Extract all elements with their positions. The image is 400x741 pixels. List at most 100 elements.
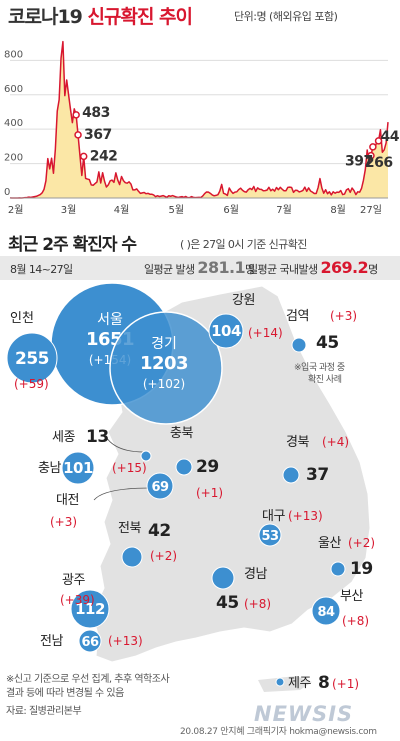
highlight-marker	[74, 131, 82, 139]
region-bubble	[211, 566, 235, 590]
region-name: 경남	[244, 567, 267, 582]
leader-line	[93, 487, 151, 501]
newsis-logo: NEWSIS	[254, 702, 354, 726]
region-value: 66	[81, 635, 99, 650]
region-value: 45	[316, 333, 339, 353]
region-bubble	[146, 472, 174, 500]
region-bubble	[208, 313, 244, 349]
region-change: (+8)	[342, 614, 369, 628]
highlight-label: 266	[365, 155, 393, 171]
x-tick-label: 7월	[276, 204, 292, 216]
region-change: (+14)	[248, 326, 283, 340]
region-change: (+1)	[332, 677, 359, 691]
region-bubble	[275, 677, 285, 687]
region-value: 53	[261, 529, 279, 544]
section-title: 최근 2주 확진자 수	[8, 235, 137, 255]
highlight-label: 242	[90, 148, 118, 164]
avg-total-label: 일평균 발생	[144, 263, 195, 276]
region-name: 세종	[52, 430, 75, 445]
region-change: (+102)	[143, 377, 185, 391]
trend-area-chart: 0 200 400 600 800 2월 3월 4월 5월 6월 7월 8월 27일 483 367 242 3…	[4, 40, 400, 216]
highlight-label: 397	[345, 154, 373, 170]
region-value: 104	[211, 322, 241, 340]
region-name: 울산	[318, 536, 341, 551]
region-name: 대전	[56, 493, 79, 508]
avg-total-value: 281.1	[197, 258, 246, 277]
region-bubble	[109, 311, 223, 425]
y-tick-label: 800	[4, 49, 23, 60]
average-bar	[0, 256, 400, 280]
region-name: 광주	[62, 573, 85, 588]
region-value: 29	[196, 457, 219, 477]
region-name: 대구	[262, 509, 285, 524]
highlight-label: 441	[381, 129, 400, 145]
region-change: (+8)	[244, 597, 271, 611]
region-name: 강원	[232, 293, 255, 308]
regional-bubble-map: 서울1651(+154)경기1203(+102)255인천(+59)104강원(…	[6, 282, 375, 693]
region-bubble	[311, 596, 341, 626]
period-label: 8월 14~27일	[10, 263, 73, 276]
region-bubble	[78, 629, 102, 653]
avg-domestic-label: 일평균 국내발생	[248, 263, 318, 276]
region-name: 인천	[10, 311, 34, 326]
region-bubble	[282, 466, 300, 484]
chart-title: 코로나19 신규확진 추이	[8, 2, 193, 29]
unit-note: 단위:명 (해외유입 포함)	[234, 10, 338, 23]
highlight-marker	[367, 151, 375, 160]
y-tick-label: 600	[4, 84, 23, 95]
region-name: 서울	[97, 312, 123, 328]
region-name: 전북	[118, 521, 141, 536]
credit-line: 20.08.27 안지혜 그래픽기자 hokma@newsis.com	[180, 727, 377, 737]
region-value: 1203	[140, 353, 188, 374]
region-change: (+4)	[322, 435, 349, 449]
region-name: 경기	[151, 336, 177, 352]
region-bubble	[330, 561, 346, 577]
region-bubble	[61, 451, 95, 485]
region-value: 45	[216, 593, 239, 613]
area-fill	[10, 41, 388, 198]
region-change: (+13)	[108, 634, 143, 648]
quarantine-note-line2: 확진 사례	[308, 375, 342, 385]
x-tick-label: 4월	[114, 204, 130, 216]
region-bubble	[140, 450, 152, 462]
region-name: 충북	[170, 426, 193, 441]
title-prefix: 코로나19	[8, 6, 83, 28]
region-value: 112	[75, 600, 105, 618]
daily-average-domestic: 일평균 국내발생 269.2명	[248, 258, 378, 277]
avg-domestic-unit: 명	[368, 263, 378, 276]
region-change: (+59)	[14, 377, 49, 391]
region-name: 충남	[38, 461, 61, 476]
region-value: 42	[148, 521, 171, 541]
region-value: 84	[317, 605, 335, 620]
jeju-shape	[258, 676, 312, 692]
region-bubble	[258, 523, 282, 547]
x-tick-label: 8월	[330, 204, 346, 216]
quarantine-note-line1: ※입국 과정 중	[294, 363, 345, 373]
highlight-label: 483	[82, 105, 110, 121]
region-change: (+1)	[196, 486, 223, 500]
source-label: 자료: 질병관리본부	[6, 706, 82, 717]
y-tick-label: 0	[4, 187, 10, 198]
region-value: 8	[318, 673, 329, 693]
highlight-marker	[79, 152, 88, 161]
region-value: 13	[86, 427, 109, 447]
region-name: 경북	[286, 435, 309, 450]
footnote-line2: 결과 등에 따라 변경될 수 있음	[6, 688, 124, 699]
footnote-line1: ※신고 기준으로 우선 집계, 추후 역학조사	[6, 674, 170, 685]
region-value: 69	[151, 480, 169, 495]
region-name: 검역	[286, 309, 309, 324]
region-name: 부산	[340, 589, 363, 604]
region-change: (+13)	[288, 509, 323, 523]
daily-average-total: 일평균 발생 281.1명	[144, 258, 255, 277]
x-tick-label: 6월	[223, 204, 239, 216]
region-change: (+2)	[150, 549, 177, 563]
region-change: (+3)	[330, 309, 357, 323]
region-value: 19	[350, 559, 373, 579]
region-change: (+3)	[50, 515, 77, 529]
region-change: (+2)	[348, 536, 375, 550]
region-bubble	[6, 332, 58, 384]
highlight-marker	[374, 137, 383, 145]
highlight-marker	[369, 143, 377, 151]
quarantine-note: ※입국 과정 중 확진 사례	[294, 362, 345, 386]
y-tick-label: 400	[4, 118, 23, 129]
